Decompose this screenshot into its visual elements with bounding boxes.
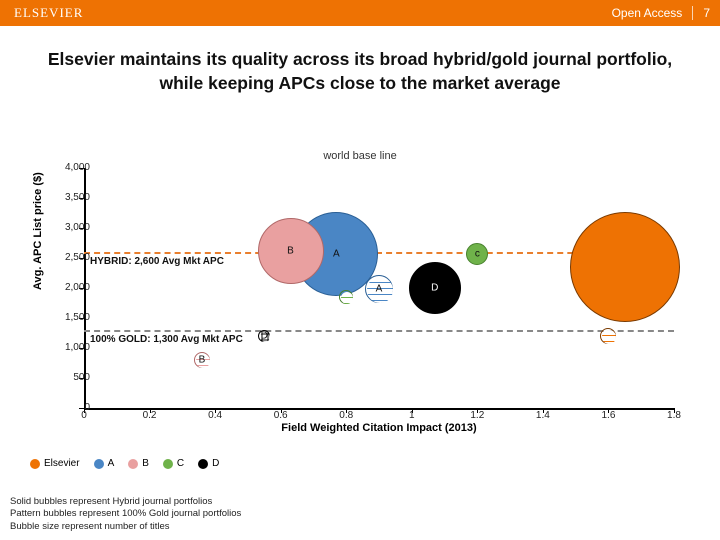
ref-line [84,330,674,332]
x-tick-label: 0.4 [208,410,222,421]
slide-title: Elsevier maintains its quality across it… [0,26,720,105]
x-tick-label: 0.6 [274,410,288,421]
y-tick-label: 2,000 [54,282,90,293]
legend-label: Elsevier [44,458,80,469]
x-tick-label: 1.4 [536,410,550,421]
legend-label: D [212,458,219,469]
footnote-line: Solid bubbles represent Hybrid journal p… [10,496,241,509]
bubble-b-gold [194,352,210,368]
bubble-c-hybrid [466,243,488,265]
y-tick-label: 3,000 [54,222,90,233]
footnotes: Solid bubbles represent Hybrid journal p… [10,496,241,534]
x-tick-label: 0 [81,410,87,421]
brand-logo: ELSEVIER [14,5,83,21]
ref-line-label: 100% GOLD: 1,300 Avg Mkt APC [90,334,243,345]
x-tick-label: 1.8 [667,410,681,421]
x-tick-label: 1.6 [601,410,615,421]
bubble-d-hybrid [409,262,461,314]
bubble-elsevier-hybrid [570,212,680,322]
section-label: Open Access [612,6,683,20]
legend-item: Elsevier [30,458,80,469]
x-tick-label: 0.2 [143,410,157,421]
chart-top-label: world base line [30,150,690,162]
y-tick-label: 2,500 [54,252,90,263]
legend: Elsevier A B C D [30,458,219,469]
slide: ELSEVIER Open Access 7 Elsevier maintain… [0,0,720,540]
legend-swatch-icon [30,459,40,469]
footnote-line: Pattern bubbles represent 100% Gold jour… [10,508,241,521]
footnote-line: Bubble size represent number of titles [10,521,241,534]
y-axis-title: Avg. APC List price ($) [32,172,44,290]
legend-swatch-icon [163,459,173,469]
bubble-b-hybrid [258,218,324,284]
x-tick-label: 0.8 [339,410,353,421]
x-axis-title: Field Weighted Citation Impact (2013) [84,422,674,434]
page-number: 7 [703,6,710,20]
divider-icon [692,6,693,20]
topbar: ELSEVIER Open Access 7 [0,0,720,26]
legend-label: B [142,458,149,469]
bubble-a-gold [365,275,393,303]
legend-item: C [163,458,184,469]
plot-area: HYBRID: 2,600 Avg Mkt APC 100% GOLD: 1,30… [84,168,674,408]
legend-label: C [177,458,184,469]
legend-swatch-icon [94,459,104,469]
legend-label: A [108,458,115,469]
y-tick-label: 4,000 [54,162,90,173]
legend-item: A [94,458,115,469]
y-tick-label: 1,500 [54,312,90,323]
bubble-d-gold [258,330,270,342]
topbar-right: Open Access 7 [612,6,710,20]
y-tick-label: 1,000 [54,342,90,353]
bubble-c-gold [339,290,353,304]
y-tick-label: 3,500 [54,192,90,203]
ref-line-label: HYBRID: 2,600 Avg Mkt APC [90,256,224,267]
y-tick-label: 500 [54,372,90,383]
legend-swatch-icon [128,459,138,469]
x-tick-label: 1.2 [470,410,484,421]
x-tick-label: 1 [409,410,415,421]
bubble-chart: world base line Avg. APC List price ($) … [30,150,690,450]
legend-item: D [198,458,219,469]
legend-swatch-icon [198,459,208,469]
bubble-elsevier-gold [600,328,616,344]
legend-item: B [128,458,149,469]
